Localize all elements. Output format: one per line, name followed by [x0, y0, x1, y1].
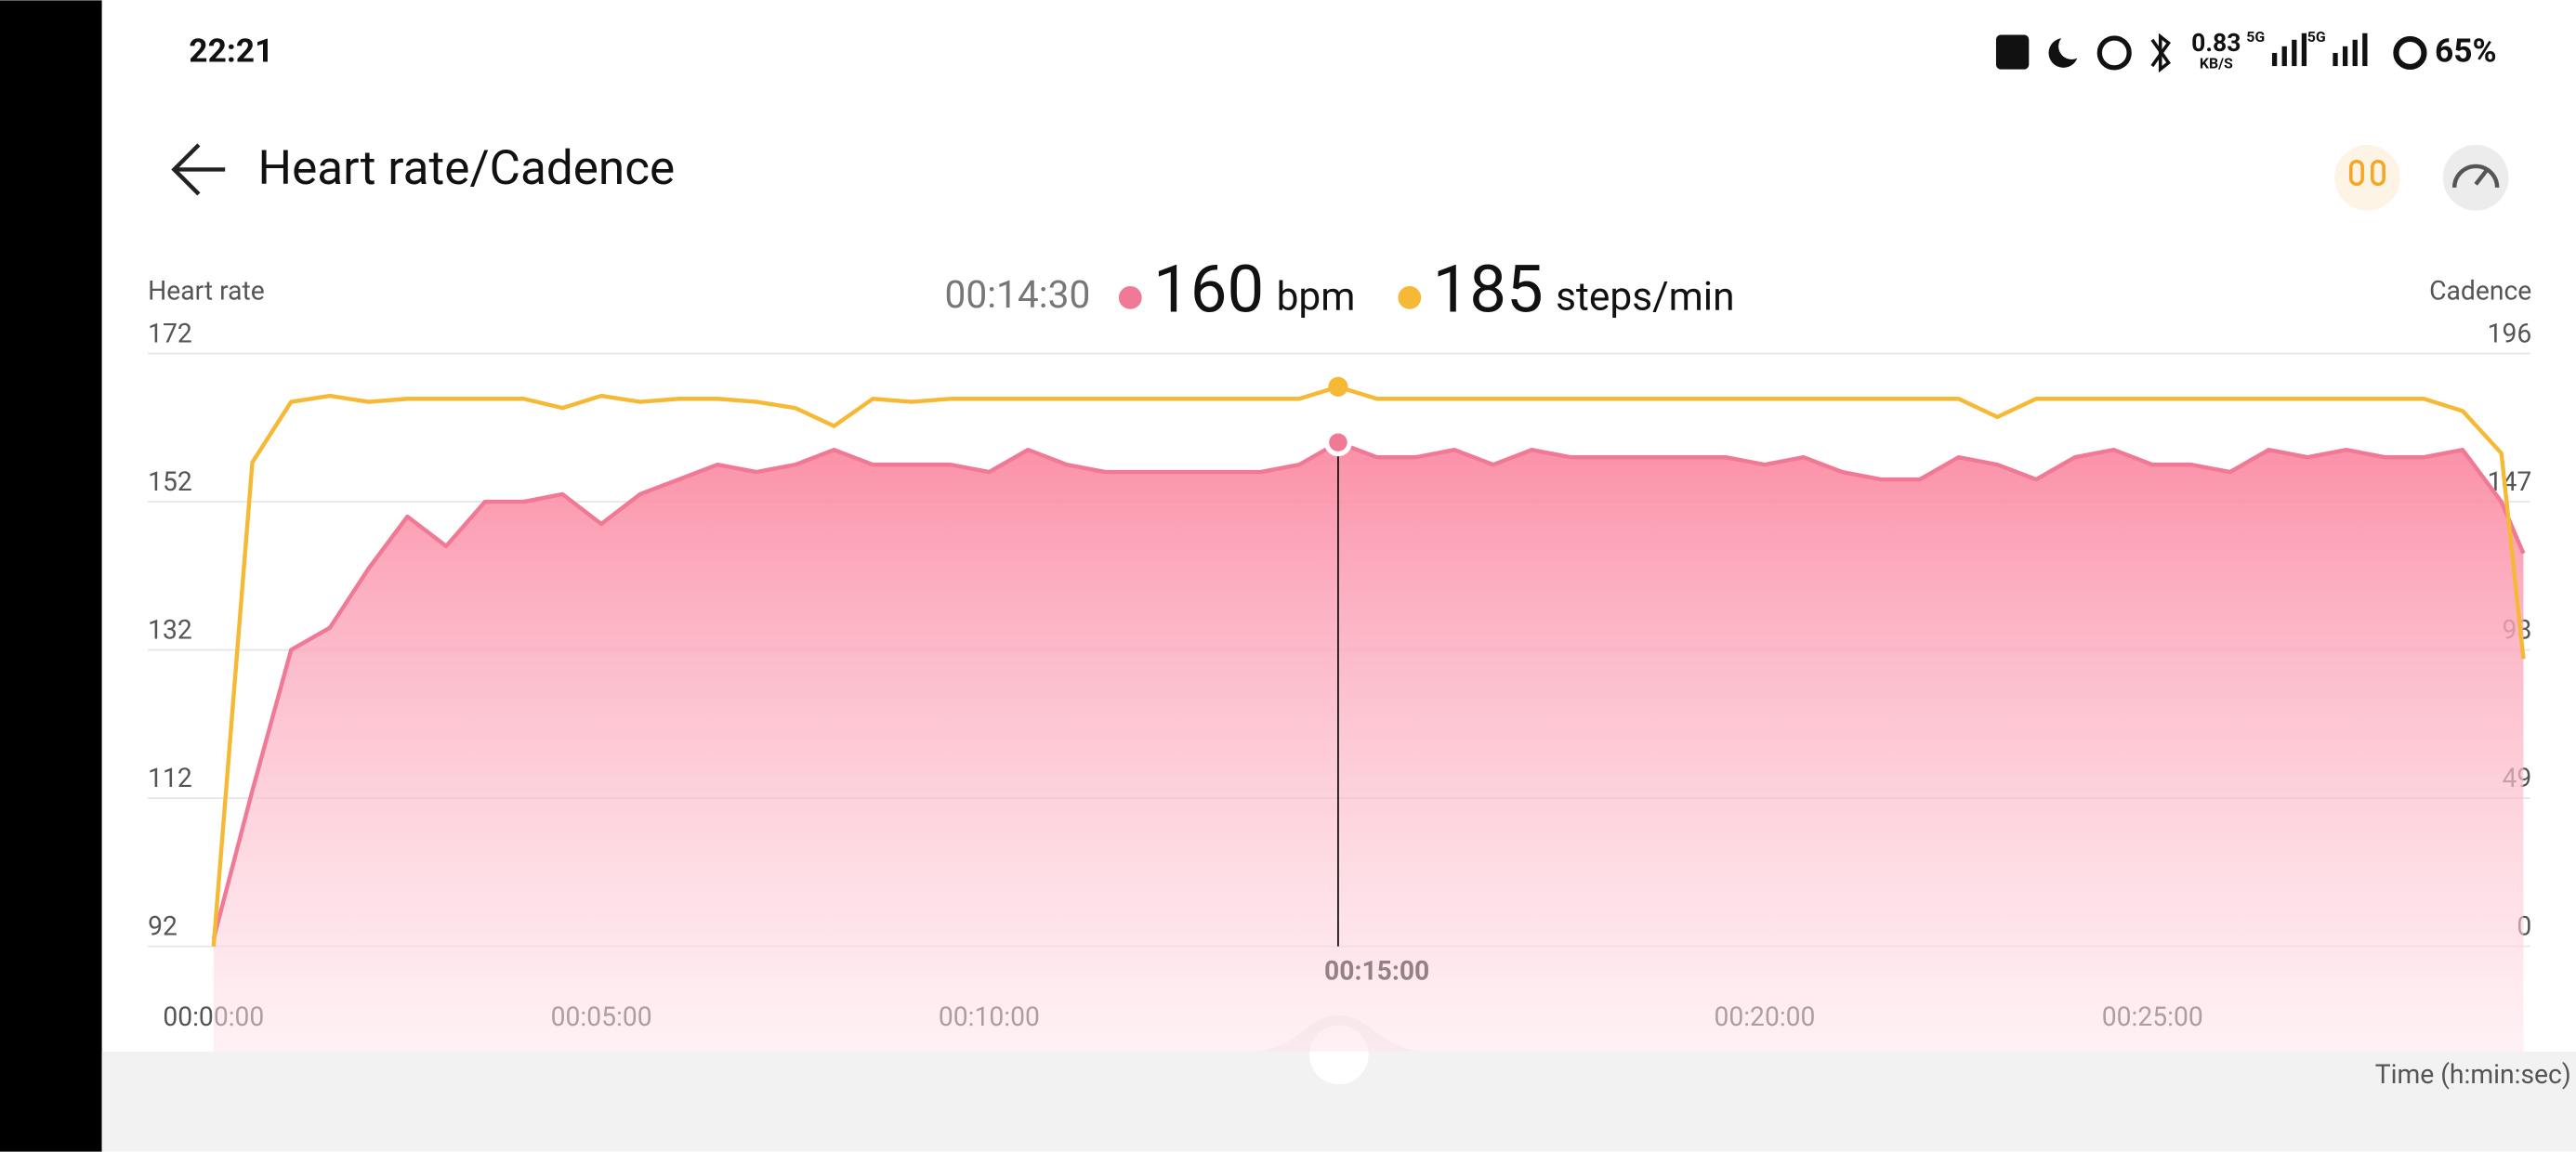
cadence-unit: steps/min — [1556, 274, 1734, 320]
cursor-time: 00:14:30 — [945, 272, 1091, 317]
line — [211, 385, 2526, 947]
side-bar — [0, 0, 102, 1152]
status-icons — [1995, 33, 2427, 73]
speed-value: 0.83 — [2191, 29, 2241, 58]
page-title: Heart rate/Cadence — [258, 139, 676, 196]
y-tick-label: 172 — [148, 318, 192, 348]
x-axis-title: Time (h:min:sec) — [2375, 1059, 2571, 1090]
back-button[interactable] — [171, 143, 226, 196]
network-label: 5G — [2246, 28, 2265, 46]
area — [213, 442, 2524, 1052]
heart-rate-unit: bpm — [1277, 274, 1356, 320]
cadence-dot — [1398, 285, 1422, 309]
cadence-toggle[interactable] — [2334, 144, 2400, 211]
y2-axis-title: Cadence — [2429, 276, 2531, 307]
cursor-heart-rate: 160 — [1153, 251, 1264, 328]
line — [211, 440, 2526, 940]
cursor-cadence: 185 — [1433, 251, 1544, 328]
cursor-heart-rate-point — [1323, 428, 1352, 457]
network-label: 5G — [2307, 28, 2326, 46]
cursor-cadence-point — [1328, 376, 1348, 397]
y2-tick-label: 196 — [2488, 318, 2532, 348]
y-tick-label: 112 — [148, 763, 192, 793]
y-tick-label: 92 — [148, 911, 177, 942]
pace-toggle[interactable] — [2442, 144, 2509, 211]
speed-unit: KB/S — [2200, 55, 2233, 72]
y-axis-title: Heart rate — [148, 276, 265, 307]
y-tick-label: 152 — [148, 466, 192, 497]
heart-rate-dot — [1118, 285, 1142, 309]
status-time: 22:21 — [189, 31, 273, 70]
battery: 65% — [2435, 31, 2497, 70]
y-tick-label: 132 — [148, 615, 192, 646]
